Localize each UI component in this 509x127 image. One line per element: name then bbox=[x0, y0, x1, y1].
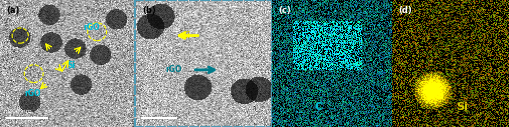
Text: (d): (d) bbox=[398, 6, 412, 15]
Text: 500 nm: 500 nm bbox=[143, 109, 167, 114]
Text: Si: Si bbox=[183, 31, 191, 40]
Text: (c): (c) bbox=[278, 6, 291, 15]
Text: Si: Si bbox=[456, 102, 468, 112]
Text: rGO: rGO bbox=[165, 65, 182, 74]
Text: (b): (b) bbox=[142, 6, 156, 15]
Text: C: C bbox=[314, 102, 322, 112]
Text: (a): (a) bbox=[7, 6, 20, 15]
Text: 200 nm: 200 nm bbox=[8, 109, 32, 114]
Text: rGO: rGO bbox=[24, 89, 41, 98]
Text: rGO: rGO bbox=[83, 23, 100, 32]
Text: Si: Si bbox=[67, 61, 75, 70]
